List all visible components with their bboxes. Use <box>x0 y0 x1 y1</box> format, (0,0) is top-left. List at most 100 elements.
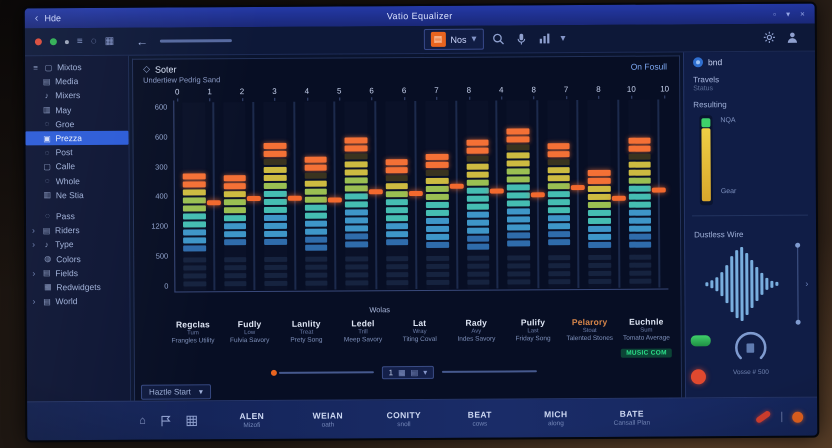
history-icon[interactable]: ◌ <box>90 35 97 47</box>
expander-chevron-icon[interactable]: › <box>32 239 36 250</box>
home-icon[interactable]: ⌂ <box>139 414 146 427</box>
fader-handle[interactable] <box>611 195 626 201</box>
flag-icon[interactable] <box>159 414 172 427</box>
fader-handle[interactable] <box>530 192 545 198</box>
channel-fader[interactable] <box>489 100 504 289</box>
channel-number: 8 <box>466 85 472 95</box>
channel-fader[interactable] <box>327 101 342 290</box>
divider <box>691 214 808 217</box>
channel-fader[interactable] <box>287 101 302 290</box>
meter-segment-unlit <box>507 279 530 285</box>
chevron-down-icon[interactable]: ▾ <box>560 32 566 44</box>
search-icon[interactable] <box>491 32 504 45</box>
traffic-light-green[interactable] <box>49 38 57 46</box>
sidebar-item-world[interactable]: › ▤ World <box>26 294 129 309</box>
window-menu-icon[interactable]: ▾ <box>786 9 791 19</box>
channel-fader[interactable] <box>530 100 545 289</box>
fader-handle[interactable] <box>368 189 383 195</box>
sidebar-item-redwidgets[interactable]: ▦ Redwidgets <box>26 280 129 295</box>
grid-icon[interactable]: ▦ <box>104 35 115 47</box>
channel-fader[interactable] <box>611 99 626 288</box>
bottom-bar-item-mich[interactable]: MICH along <box>520 409 592 427</box>
sidebar-item-groe[interactable]: ◌ Groe <box>25 117 128 132</box>
sidebar-item-prezza[interactable]: ▣ Prezza <box>25 130 129 146</box>
expander-chevron-icon[interactable]: › <box>32 296 36 307</box>
meter-segment <box>344 169 368 176</box>
sidebar-item-label: Groe <box>55 118 75 130</box>
fader-handle[interactable] <box>651 187 666 193</box>
pager-scroll-right[interactable] <box>442 370 538 373</box>
fader-handle[interactable] <box>327 197 342 203</box>
bottom-bar-item-bate[interactable]: BATE Cansall Plan <box>596 408 668 427</box>
sidebar-item-post[interactable]: ◌ Post <box>26 145 129 160</box>
levels-icon[interactable] <box>537 32 550 45</box>
sidebar-item-fields[interactable]: › ▤ Fields <box>26 265 129 280</box>
meter-segment-unlit <box>426 272 449 278</box>
fader-handle[interactable] <box>449 183 464 189</box>
microphone-icon[interactable] <box>514 32 527 45</box>
sidebar-item-media[interactable]: ▤ Media <box>25 74 128 89</box>
panel-action-link[interactable]: On Fosull <box>630 60 668 72</box>
pager-box[interactable]: 1 ▦ ▤ ▾ <box>381 365 435 379</box>
mode-dropdown[interactable]: ▤ Nos ▾ <box>423 28 484 50</box>
sidebar-item-type[interactable]: › ♪ Type <box>26 237 129 252</box>
traffic-light-red[interactable] <box>34 38 42 46</box>
sidebar-item-pass[interactable]: ◌ Pass <box>26 209 129 224</box>
fader-handle[interactable] <box>246 195 261 202</box>
sidebar-item-whole[interactable]: ◌ Whole <box>26 173 129 188</box>
voice-knob[interactable]: Vosse # 500 <box>723 329 779 376</box>
sidebar-item-calle[interactable]: ▢ Calle <box>26 159 129 174</box>
bottom-bar-item-conity[interactable]: CONITY snoll <box>368 410 440 428</box>
menu-icon[interactable]: ≡ <box>76 35 83 47</box>
waveform-bar <box>704 282 708 287</box>
channel-fader[interactable] <box>206 102 221 291</box>
expander-chevron-icon[interactable]: › <box>32 225 36 236</box>
sidebar-item-riders[interactable]: › ▤ Riders <box>26 223 129 238</box>
back-button[interactable]: ‹ Hde <box>35 11 205 24</box>
sidebar-item-ne-stia[interactable]: ▥ Ne Stia <box>26 187 129 202</box>
channel-10 <box>546 100 585 289</box>
sidebar-item-colors[interactable]: ◍ Colors <box>26 251 129 266</box>
apps-grid-icon[interactable] <box>185 414 198 427</box>
sidebar-item-mixtos[interactable]: ≡ ▢ Mixtos <box>25 60 128 75</box>
bottom-bar-item-alen[interactable]: ALEN Mizofi <box>216 411 288 429</box>
fader-handle[interactable] <box>570 184 585 190</box>
bottom-bar-items: ALEN Mizofi WEIAN oath CONITY snoll BEAT cows MI… <box>216 408 752 429</box>
sidebar-item-may[interactable]: ▥ May <box>25 102 128 117</box>
list-view-icon[interactable]: ▤ <box>410 367 419 377</box>
bottom-bar-item-beat[interactable]: BEAT cows <box>444 409 516 428</box>
window-minimize-icon[interactable]: ▫ <box>773 9 777 19</box>
channel-fader[interactable] <box>368 101 383 290</box>
level-meter-fill <box>701 128 711 202</box>
expander-chevron-icon[interactable]: › <box>32 268 36 279</box>
fader-handle[interactable] <box>206 199 221 206</box>
meter-segment <box>466 156 489 163</box>
channel-fader[interactable] <box>408 101 423 290</box>
channel-fader[interactable] <box>570 100 585 289</box>
channel-fader[interactable] <box>246 102 261 291</box>
tracks-label[interactable]: Travels <box>693 75 720 85</box>
panel-title: Soter <box>154 63 177 75</box>
traffic-light-grey[interactable] <box>64 40 69 45</box>
record-button[interactable] <box>690 369 706 385</box>
pager-scroll-left[interactable] <box>278 371 374 374</box>
waveform-slider[interactable] <box>797 244 799 323</box>
bottom-bar-item-weian[interactable]: WEIAN oath <box>292 410 364 428</box>
fader-handle[interactable] <box>489 188 504 194</box>
meter-segment <box>344 145 368 152</box>
window-close-icon[interactable]: × <box>800 9 805 19</box>
preset-dropdown[interactable]: Haztle Start ▾ <box>140 383 211 400</box>
fader-handle[interactable] <box>287 195 302 201</box>
channel-fader[interactable] <box>449 100 464 289</box>
mute-brush-icon[interactable] <box>755 409 772 424</box>
fader-handle[interactable] <box>408 191 423 197</box>
channel-fader[interactable] <box>651 99 666 288</box>
navigate-back-icon[interactable]: ← <box>136 34 149 49</box>
power-toggle[interactable] <box>690 335 711 347</box>
gear-icon[interactable] <box>763 31 776 44</box>
sidebar-item-mixers[interactable]: ♪ Mixers <box>25 88 128 103</box>
live-indicator[interactable] <box>792 411 804 423</box>
chevron-right-icon[interactable]: › <box>805 278 809 289</box>
grid-view-icon[interactable]: ▦ <box>398 367 406 377</box>
user-icon[interactable] <box>786 31 799 44</box>
